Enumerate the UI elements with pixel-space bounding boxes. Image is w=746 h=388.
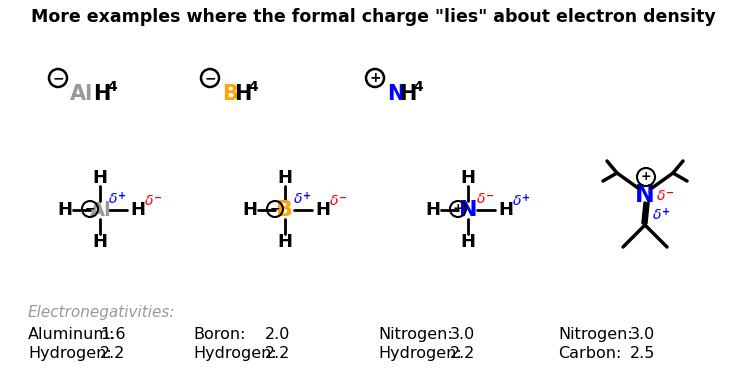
Text: −: − xyxy=(666,188,674,198)
Text: 3.0: 3.0 xyxy=(630,327,655,342)
Text: H: H xyxy=(460,233,475,251)
Text: H: H xyxy=(93,169,107,187)
Text: +: + xyxy=(522,193,530,203)
Text: H: H xyxy=(131,201,145,219)
Text: −: − xyxy=(154,193,162,203)
Text: δ: δ xyxy=(109,192,118,206)
Text: +: + xyxy=(641,170,651,184)
Text: N: N xyxy=(635,183,655,207)
Text: H: H xyxy=(316,201,330,219)
Text: H: H xyxy=(234,84,251,104)
Text: −: − xyxy=(339,193,347,203)
Text: δ: δ xyxy=(294,192,302,206)
Text: 2.2: 2.2 xyxy=(450,346,475,361)
Text: Nitrogen:: Nitrogen: xyxy=(378,327,453,342)
Text: H: H xyxy=(93,84,110,104)
Text: +: + xyxy=(453,203,463,215)
Text: Carbon:: Carbon: xyxy=(558,346,621,361)
Text: +: + xyxy=(118,191,126,201)
Text: 2.2: 2.2 xyxy=(100,346,125,361)
Text: +: + xyxy=(369,71,380,85)
Text: B: B xyxy=(222,84,238,104)
Text: +: + xyxy=(662,207,670,217)
Text: H: H xyxy=(57,201,72,219)
Text: 2.2: 2.2 xyxy=(265,346,290,361)
Text: Al: Al xyxy=(90,201,112,220)
Text: δ: δ xyxy=(145,194,154,208)
Text: δ: δ xyxy=(657,189,665,203)
Text: Aluminum:: Aluminum: xyxy=(28,327,116,342)
Text: 2.5: 2.5 xyxy=(630,346,656,361)
Text: H: H xyxy=(278,169,292,187)
Text: Hydrogen:: Hydrogen: xyxy=(378,346,462,361)
Text: −: − xyxy=(486,191,494,201)
Text: H: H xyxy=(93,233,107,251)
Text: N: N xyxy=(459,200,477,220)
Text: Nitrogen:: Nitrogen: xyxy=(558,327,633,342)
Text: δ: δ xyxy=(330,194,339,208)
Text: Boron:: Boron: xyxy=(193,327,245,342)
Text: δ: δ xyxy=(477,192,486,206)
Text: 4: 4 xyxy=(107,80,117,94)
Text: H: H xyxy=(498,201,513,219)
Text: −: − xyxy=(270,203,280,215)
Text: −: − xyxy=(204,71,216,85)
Text: 4: 4 xyxy=(413,80,423,94)
Text: Electronegativities:: Electronegativities: xyxy=(28,305,175,320)
Text: More examples where the formal charge "lies" about electron density: More examples where the formal charge "l… xyxy=(31,8,715,26)
Text: +: + xyxy=(303,191,311,201)
Text: 1.6: 1.6 xyxy=(100,327,125,342)
Text: H: H xyxy=(399,84,416,104)
Text: Hydrogen:: Hydrogen: xyxy=(28,346,112,361)
Text: H: H xyxy=(460,169,475,187)
Text: 3.0: 3.0 xyxy=(450,327,475,342)
Text: Hydrogen:: Hydrogen: xyxy=(193,346,277,361)
Text: δ: δ xyxy=(653,208,662,222)
Text: −: − xyxy=(52,71,64,85)
Text: 4: 4 xyxy=(248,80,258,94)
Text: Al: Al xyxy=(70,84,93,104)
Text: δ: δ xyxy=(513,194,521,208)
Text: N: N xyxy=(387,84,404,104)
Text: −: − xyxy=(85,203,95,215)
Text: H: H xyxy=(278,233,292,251)
Text: H: H xyxy=(425,201,440,219)
Text: 2.0: 2.0 xyxy=(265,327,290,342)
Text: B: B xyxy=(277,200,293,220)
Text: H: H xyxy=(242,201,257,219)
